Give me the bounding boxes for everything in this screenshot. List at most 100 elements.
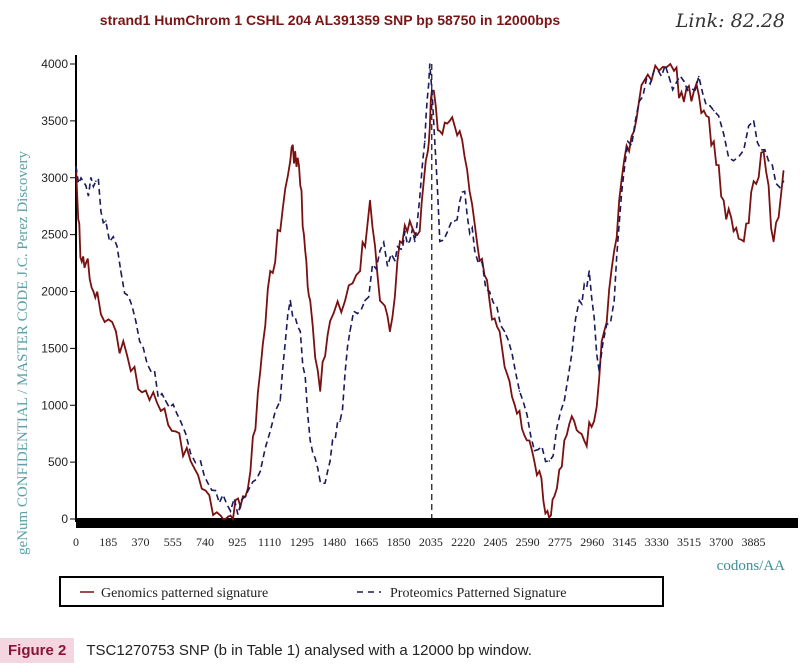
data-point [673, 70, 675, 72]
x-tick-label: 3515 [677, 535, 701, 549]
data-point [426, 150, 429, 153]
data-point [563, 399, 566, 402]
data-point [722, 199, 725, 202]
y-tick-label: 4000 [41, 57, 68, 71]
series-line-proteomics [75, 62, 785, 515]
x-tick-label: 1295 [290, 535, 314, 549]
x-tick-label: 1850 [387, 535, 411, 549]
data-point [414, 240, 416, 243]
x-axis-label: codons/AA [717, 558, 785, 574]
data-point [488, 299, 491, 302]
data-point [244, 495, 247, 498]
data-point [423, 140, 426, 143]
data-point [623, 170, 625, 172]
x-tick-label: 3145 [612, 535, 636, 549]
data-point [538, 470, 541, 473]
data-point [518, 410, 521, 412]
data-point [767, 159, 770, 162]
data-point [697, 75, 700, 78]
data-point [319, 390, 321, 392]
data-point [693, 90, 695, 93]
data-point [408, 220, 411, 222]
data-point [179, 420, 182, 422]
data-point [473, 249, 476, 252]
data-point [732, 159, 735, 162]
data-point [498, 330, 501, 333]
data-point [683, 100, 685, 103]
data-point [503, 330, 506, 333]
data-point [553, 495, 556, 498]
data-point [712, 140, 715, 143]
data-point [593, 420, 595, 422]
data-point [389, 330, 391, 333]
y-tick-label: 3000 [41, 171, 68, 185]
data-point [438, 240, 441, 243]
data-point [92, 290, 95, 293]
x-ticks: 0 185 370 555 740 925 1110 1295 1480 1665 1850 2035… [73, 535, 766, 549]
x-tick-label: 740 [196, 535, 214, 549]
data-point [752, 120, 755, 122]
data-point [668, 75, 670, 78]
legend-genomics-label: Genomics patterned signature [101, 586, 268, 601]
link-annotation: Link: 82.28 [675, 10, 785, 32]
data-point [533, 449, 536, 452]
data-point [289, 159, 292, 162]
data-point [782, 170, 785, 172]
series-group [75, 62, 785, 522]
data-point [453, 220, 456, 222]
data-point [598, 370, 600, 372]
data-point [429, 63, 431, 65]
data-point [563, 439, 566, 442]
data-point [772, 240, 775, 243]
figure-caption: Figure 2 TSC1270753 SNP (b in Table 1) a… [0, 636, 532, 664]
y-axis-label: geNum CONFIDENTIAL / MASTER CODE J.C. Pe… [15, 151, 31, 555]
data-point [603, 330, 606, 333]
data-point [95, 180, 97, 182]
data-point [478, 259, 481, 262]
chart-title: strand1 HumChrom 1 CSHL 204 AL391359 SNP… [100, 12, 561, 28]
data-point [573, 420, 576, 422]
legend-box [59, 576, 664, 607]
data-point [742, 240, 745, 243]
data-point [703, 109, 705, 112]
x-tick-label: 1665 [354, 535, 378, 549]
data-point [528, 439, 531, 442]
data-point [159, 410, 162, 412]
data-point [379, 299, 381, 302]
y-tick-label: 2500 [41, 228, 68, 242]
data-point [546, 510, 549, 512]
data-point [588, 270, 591, 272]
data-point [100, 313, 102, 316]
data-point [468, 190, 471, 193]
data-point [309, 299, 312, 302]
data-point [683, 80, 685, 82]
data-point [548, 460, 551, 462]
data-point [150, 370, 152, 372]
x-tick-label: 1480 [322, 535, 346, 549]
data-point [189, 460, 192, 462]
data-point [613, 299, 615, 302]
x-tick-label: 2775 [548, 535, 572, 549]
data-point [369, 199, 371, 202]
data-point [299, 330, 302, 333]
data-point [199, 460, 202, 462]
data-point [135, 320, 137, 322]
x-tick-label: 3885 [742, 535, 766, 549]
data-point [279, 230, 282, 233]
data-point [85, 184, 87, 187]
data-point [259, 370, 262, 372]
x-tick-label: 555 [164, 535, 182, 549]
data-point [269, 270, 272, 272]
data-point [448, 120, 451, 122]
x-tick-label: 925 [228, 535, 246, 549]
x-tick-label: 2035 [419, 535, 443, 549]
y-ticks: 0 500 1000 1500 2000 2500 3000 3500 4000 [41, 57, 76, 526]
figure-label: Figure 2 [0, 637, 75, 663]
x-tick-label: 2590 [516, 535, 540, 549]
data-point [249, 470, 252, 473]
x-tick-label: 0 [73, 535, 79, 549]
x-tick-label: 370 [132, 535, 150, 549]
x-axis-bar [76, 518, 798, 528]
data-point [518, 390, 521, 392]
